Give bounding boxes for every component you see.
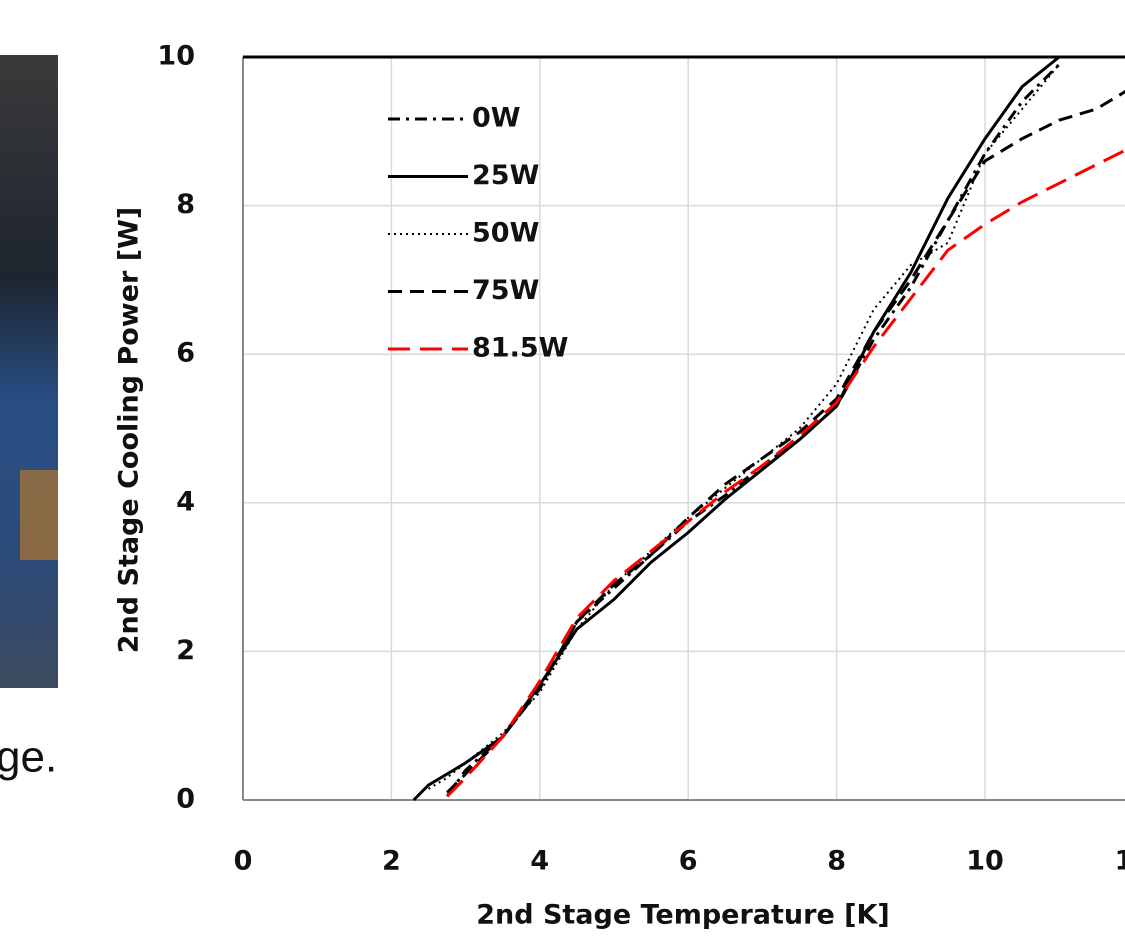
legend-label: 50W	[472, 218, 539, 249]
caption-fragment: ge.	[0, 733, 57, 782]
x-tick-label: 6	[679, 846, 698, 877]
y-tick-label: 4	[176, 486, 195, 517]
y-tick-label: 10	[157, 41, 195, 72]
series-line	[412, 55, 1061, 802]
x-tick-label: 2	[382, 846, 401, 877]
x-tick-label: 4	[530, 846, 549, 877]
x-axis-label: 2nd Stage Temperature [K]	[476, 900, 890, 931]
series-line	[427, 63, 1060, 790]
y-tick-label: 8	[176, 189, 195, 220]
x-tick-label: 10	[966, 846, 1004, 877]
photo	[0, 55, 58, 688]
y-axis-label: 2nd Stage Cooling Power [W]	[114, 207, 145, 654]
y-tick-label: 2	[176, 635, 195, 666]
y-tick-label: 6	[176, 338, 195, 369]
x-tick-label: 8	[827, 846, 846, 877]
series-line	[446, 148, 1125, 798]
x-tick-label: 0	[234, 846, 253, 877]
legend-label: 25W	[472, 160, 539, 191]
y-tick-label: 0	[176, 784, 195, 815]
legend-label: 75W	[472, 275, 539, 306]
legend-label: 81.5W	[472, 333, 568, 364]
x-tick-label: 12	[1115, 846, 1125, 877]
photo-detail	[20, 470, 58, 560]
legend-label: 0W	[472, 103, 521, 134]
series-line	[446, 89, 1125, 794]
plot-lines	[412, 55, 1125, 802]
